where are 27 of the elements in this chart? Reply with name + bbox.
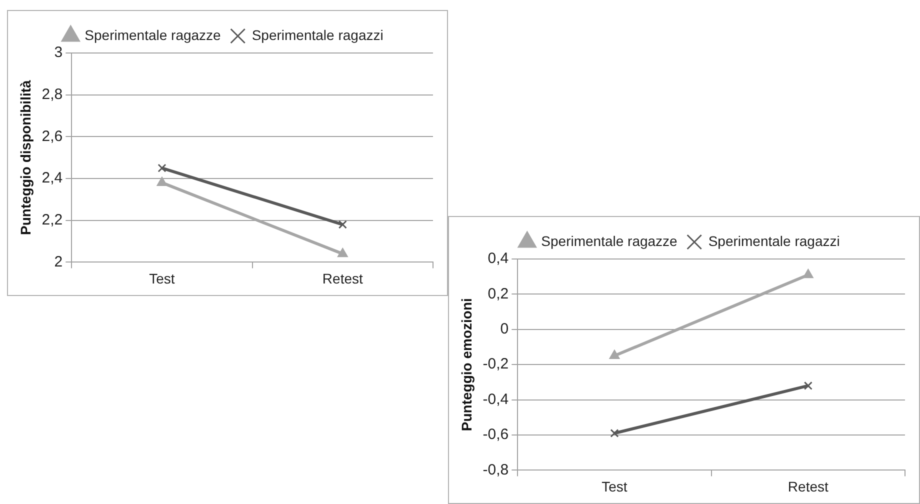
y-tick-label: 2: [54, 253, 63, 270]
x-tick-label: Test: [602, 478, 628, 494]
y-axis-title: Punteggio emozioni: [458, 298, 474, 432]
point: [610, 428, 619, 438]
legend-label: Sperimentale ragazzi: [708, 232, 840, 249]
y-tick-label: 0,4: [488, 250, 509, 268]
y-tick-label: -0,4: [482, 390, 509, 408]
x-tick-label: Retest: [322, 270, 363, 286]
y-tick-label: 0,2: [488, 285, 509, 302]
point: [804, 381, 812, 390]
y-tick-label: 0: [500, 320, 509, 338]
y-tick-label: 2,8: [42, 86, 63, 103]
y-tick-label: 2,6: [42, 128, 63, 145]
legend-label: Sperimentale ragazzi: [252, 26, 384, 43]
y-tick-label: -0,2: [482, 356, 509, 373]
y-axis-title: Punteggio disponibilità: [17, 80, 34, 235]
point: [338, 220, 347, 229]
x-tick-label: Test: [149, 270, 175, 286]
y-tick-label: -0,8: [482, 461, 509, 478]
x-tick-label: Retest: [788, 478, 828, 494]
point: [158, 164, 166, 172]
legend-label: Sperimentale ragazze: [84, 26, 222, 43]
y-tick-label: 2,2: [42, 212, 63, 228]
y-tick-label: 3: [54, 44, 63, 62]
y-tick-label: 2,4: [42, 170, 63, 187]
legend-label: Sperimentale ragazze: [541, 232, 678, 249]
y-tick-label: -0,6: [482, 426, 509, 444]
